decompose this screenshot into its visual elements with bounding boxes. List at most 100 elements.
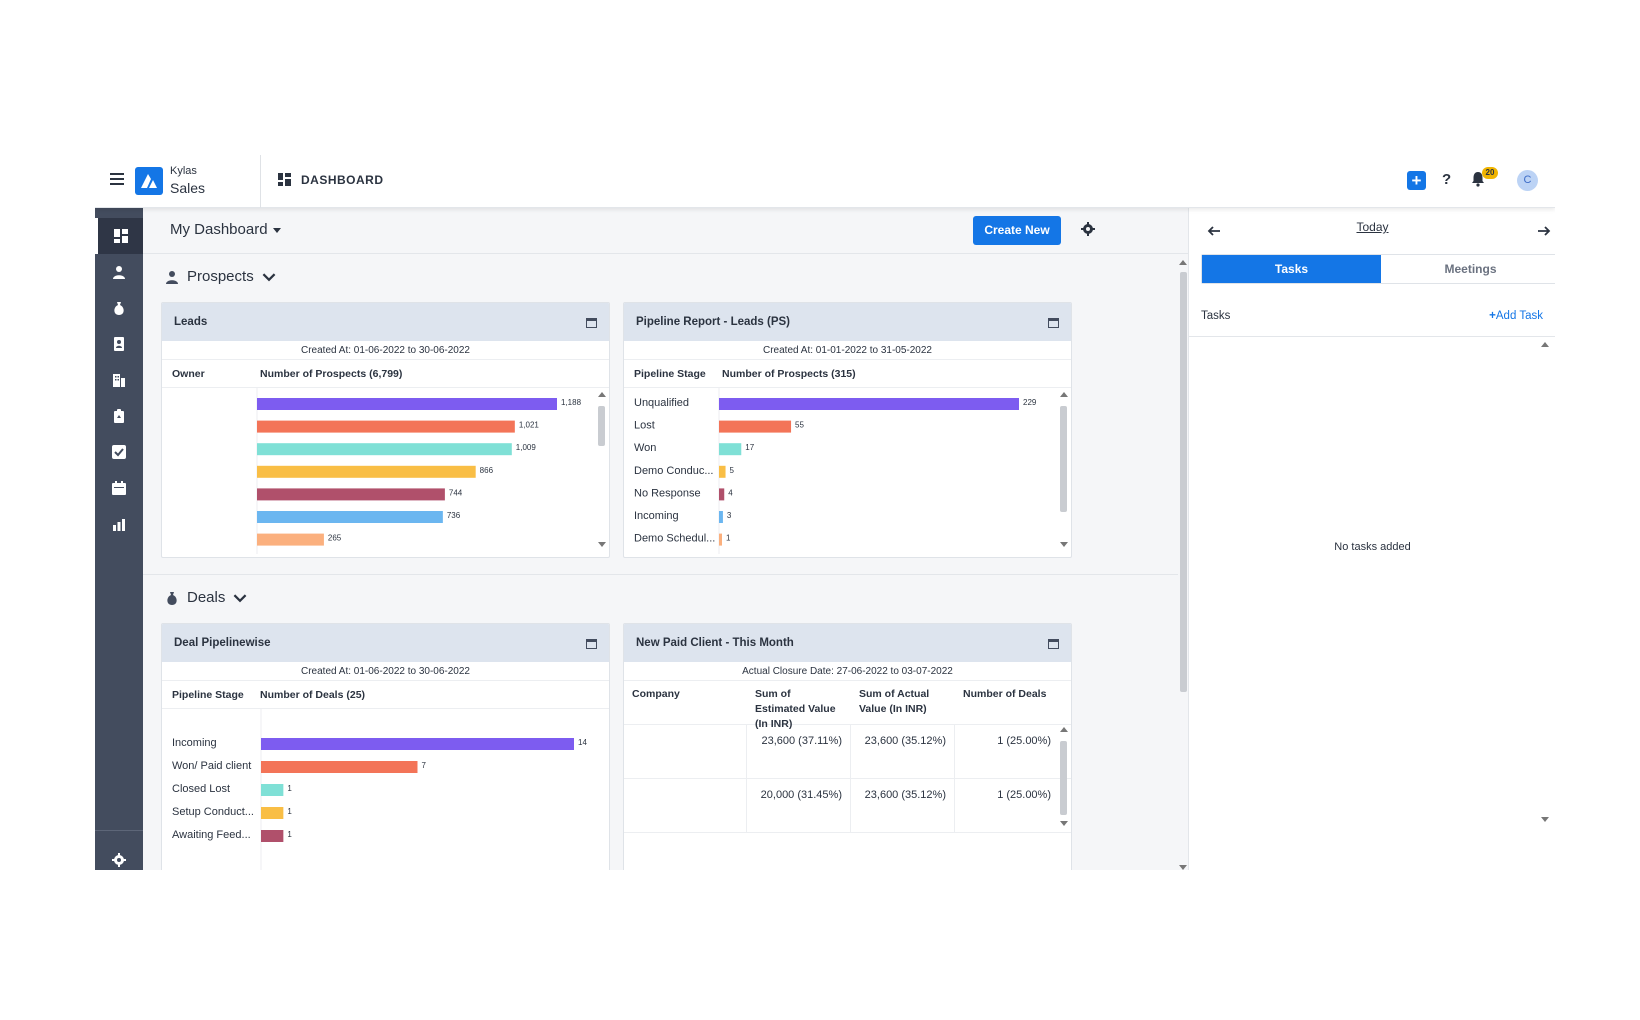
- bar-value-label: 1: [287, 784, 292, 793]
- scroll-up-icon[interactable]: [1060, 392, 1068, 397]
- left-sidebar: [95, 208, 143, 870]
- arrow-right-icon[interactable]: [1537, 224, 1551, 238]
- tab-meetings[interactable]: Meetings: [1444, 262, 1497, 276]
- pipeline-report-card: Pipeline Report - Leads (PS) Created At:…: [623, 302, 1072, 558]
- card-title: New Paid Client - This Month: [636, 637, 794, 649]
- add-task-button[interactable]: +Add Task: [1489, 310, 1543, 322]
- chart-bar[interactable]: [719, 511, 723, 523]
- column-header: Number of Prospects (6,799): [260, 367, 403, 380]
- contact-card-icon: [114, 337, 124, 351]
- bar-value-label: 1: [287, 830, 292, 839]
- bar-value-label: 7: [422, 761, 427, 770]
- scroll-thumb[interactable]: [1060, 741, 1067, 815]
- card-title: Leads: [174, 316, 208, 328]
- sidebar-item-companies[interactable]: [95, 362, 143, 398]
- sidebar-item-reports[interactable]: [95, 398, 143, 434]
- chart-bar[interactable]: [257, 511, 443, 523]
- scroll-thumb[interactable]: [598, 406, 605, 446]
- section-deals[interactable]: Deals: [165, 589, 247, 606]
- scroll-thumb[interactable]: [1180, 272, 1187, 692]
- calendar-icon[interactable]: [586, 638, 597, 649]
- notification-count-badge: 20: [1482, 167, 1498, 179]
- table-row[interactable]: 23,600 (37.11%) 23,600 (35.12%) 1 (25.00…: [624, 725, 1071, 779]
- sidebar-divider: [95, 830, 143, 831]
- chart-bar[interactable]: [257, 398, 557, 410]
- card-scrollbar[interactable]: [1059, 727, 1069, 827]
- scroll-up-icon[interactable]: [1179, 260, 1187, 265]
- add-task-label: Add Task: [1495, 310, 1543, 322]
- notification-bell-icon[interactable]: [1469, 170, 1487, 188]
- sidebar-item-tasks[interactable]: [95, 434, 143, 470]
- chart-bar[interactable]: [719, 443, 742, 456]
- sidebar-item-dashboard[interactable]: [95, 218, 143, 254]
- card-scrollbar[interactable]: [1059, 392, 1069, 548]
- sidebar-item-calendar[interactable]: [95, 470, 143, 506]
- bar-value-label: 736: [447, 511, 461, 520]
- chart-bar[interactable]: [257, 488, 445, 501]
- chart-bar[interactable]: [719, 465, 726, 478]
- table-row[interactable]: 20,000 (31.45%) 23,600 (35.12%) 1 (25.00…: [624, 779, 1071, 833]
- sidebar-item-analytics[interactable]: [95, 506, 143, 542]
- category-label: Lost: [634, 420, 655, 432]
- dashboard-selector[interactable]: My Dashboard: [170, 221, 281, 238]
- sidebar-item-leads[interactable]: [95, 254, 143, 290]
- chart-bar[interactable]: [261, 738, 574, 750]
- card-scrollbar[interactable]: [597, 392, 607, 548]
- kylas-logo: [135, 167, 163, 195]
- main-scrollbar[interactable]: [1178, 260, 1188, 870]
- clipboard-icon: [114, 409, 124, 423]
- chart-bar[interactable]: [257, 443, 512, 456]
- chart-bar[interactable]: [261, 784, 284, 796]
- user-avatar[interactable]: C: [1517, 170, 1538, 191]
- card-column-headers: Pipeline Stage Number of Deals (25): [162, 681, 609, 709]
- user-icon: [113, 266, 125, 279]
- help-icon[interactable]: ?: [1442, 171, 1452, 188]
- scroll-down-icon[interactable]: [1541, 817, 1549, 822]
- arrow-left-icon[interactable]: [1207, 224, 1221, 238]
- sidebar-item-contacts[interactable]: [95, 326, 143, 362]
- scroll-down-icon[interactable]: [1179, 865, 1187, 870]
- chart-bar[interactable]: [257, 533, 324, 546]
- scroll-up-icon[interactable]: [1060, 727, 1068, 732]
- chart-bar[interactable]: [719, 420, 792, 433]
- tab-tasks[interactable]: Tasks: [1202, 255, 1381, 283]
- bar-value-label: 17: [745, 443, 754, 452]
- chart-bar[interactable]: [261, 761, 418, 773]
- scroll-up-icon[interactable]: [1541, 342, 1549, 347]
- scroll-up-icon[interactable]: [598, 392, 606, 397]
- scroll-down-icon[interactable]: [598, 542, 606, 547]
- calendar-icon[interactable]: [1048, 638, 1059, 649]
- dashboard-icon: [113, 229, 128, 243]
- sidebar-item-deals[interactable]: [95, 290, 143, 326]
- scroll-down-icon[interactable]: [1060, 542, 1068, 547]
- chart-bar[interactable]: [719, 488, 725, 501]
- gear-icon[interactable]: [1081, 222, 1095, 236]
- date-today-link[interactable]: Today: [1356, 220, 1389, 234]
- create-new-button[interactable]: Create New: [973, 216, 1061, 245]
- bar-value-label: 866: [480, 466, 494, 475]
- bar-chart-icon: [113, 519, 125, 531]
- card-date-range: Created At: 01-06-2022 to 30-06-2022: [162, 662, 609, 681]
- actual-value-cell: 23,600 (35.12%): [851, 725, 955, 778]
- bar-value-label: 5: [730, 466, 735, 475]
- hamburger-menu-icon[interactable]: [110, 173, 124, 187]
- bar-value-label: 744: [449, 488, 463, 497]
- scroll-thumb[interactable]: [1060, 406, 1067, 512]
- column-header: Number of Deals: [963, 688, 1047, 700]
- calendar-icon[interactable]: [1048, 317, 1059, 328]
- tasks-scrollbar[interactable]: [1540, 342, 1550, 822]
- section-divider: [143, 574, 1178, 575]
- chart-bar[interactable]: [719, 398, 1019, 410]
- bar-value-label: 1,009: [516, 443, 537, 452]
- sidebar-item-settings[interactable]: [95, 842, 143, 870]
- calendar-icon[interactable]: [586, 317, 597, 328]
- chart-bar[interactable]: [261, 807, 284, 819]
- chart-bar[interactable]: [719, 533, 722, 546]
- chart-bar[interactable]: [257, 420, 515, 433]
- pipeline-chart: Unqualified 229 Lost 55 Won 17 Demo Conduc... 5…: [624, 388, 1071, 554]
- quick-add-button[interactable]: +: [1407, 171, 1426, 190]
- chart-bar[interactable]: [257, 465, 476, 478]
- section-prospects[interactable]: Prospects: [165, 268, 276, 285]
- chart-bar[interactable]: [261, 830, 284, 842]
- scroll-down-icon[interactable]: [1060, 821, 1068, 826]
